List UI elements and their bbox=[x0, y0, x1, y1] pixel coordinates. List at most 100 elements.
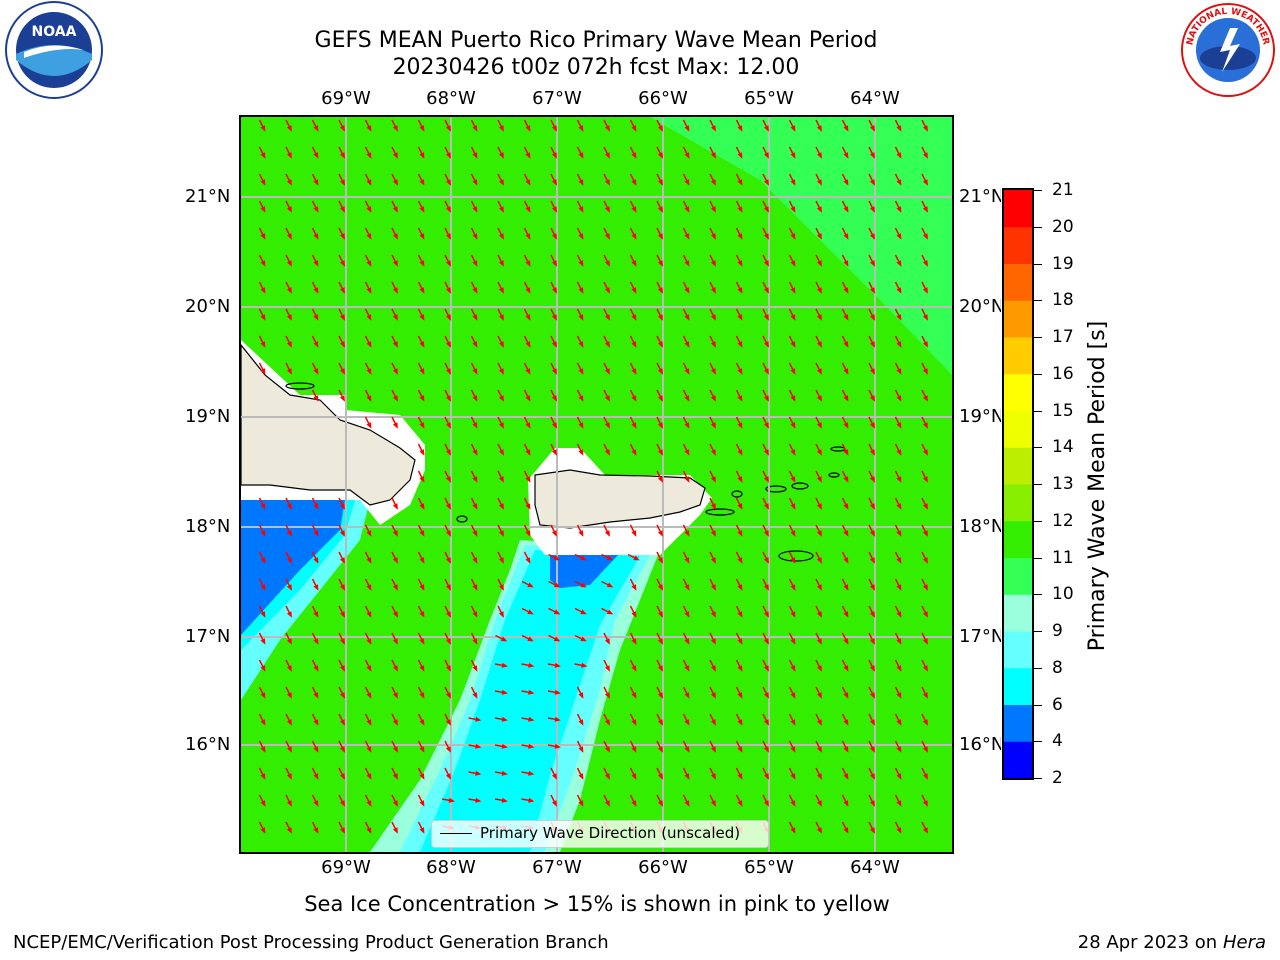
wave-direction-arrowhead bbox=[631, 800, 637, 807]
wave-direction-arrowhead bbox=[684, 449, 690, 456]
wave-direction-arrowhead bbox=[790, 584, 796, 591]
wave-direction-arrowhead bbox=[684, 206, 690, 213]
wave-direction-arrowhead bbox=[366, 827, 372, 834]
wave-direction-arrowhead bbox=[816, 395, 822, 402]
wave-direction-arrowhead bbox=[896, 611, 902, 618]
wave-direction-arrowhead bbox=[392, 206, 398, 213]
wave-direction-arrowhead bbox=[631, 287, 637, 294]
wave-direction-arrowhead bbox=[843, 692, 849, 699]
wave-direction-arrowhead bbox=[260, 260, 266, 267]
wave-direction-arrowhead bbox=[710, 233, 716, 240]
wave-direction-arrowhead bbox=[313, 557, 319, 564]
wave-direction-arrowhead bbox=[869, 206, 875, 213]
wave-direction-arrowhead bbox=[869, 314, 875, 321]
wave-direction-arrowhead bbox=[286, 152, 292, 159]
wave-direction-arrowhead bbox=[578, 206, 584, 213]
map-panel: Primary Wave Direction (unscaled) bbox=[239, 115, 954, 854]
lon-label-bottom: 64°W bbox=[850, 857, 900, 878]
lat-label-left: 18°N bbox=[185, 516, 231, 537]
wave-direction-arrowhead bbox=[553, 636, 561, 642]
wave-direction-arrowhead bbox=[392, 692, 398, 699]
colorbar-tick bbox=[1034, 594, 1042, 596]
wave-direction-arrowhead bbox=[339, 368, 345, 375]
wave-direction-arrowhead bbox=[631, 260, 637, 267]
wave-direction-arrowhead bbox=[869, 557, 875, 564]
wave-direction-arrowhead bbox=[869, 395, 875, 402]
wave-direction-arrowhead bbox=[843, 422, 849, 429]
colorbar-segment bbox=[1004, 704, 1032, 742]
wave-direction-arrowhead bbox=[472, 638, 478, 645]
wave-direction-arrowhead bbox=[922, 287, 928, 294]
wave-direction-arrowhead bbox=[790, 476, 796, 483]
wave-direction-arrowhead bbox=[472, 152, 478, 159]
wave-direction-arrowhead bbox=[763, 125, 769, 132]
wave-direction-arrowhead bbox=[790, 530, 796, 537]
wave-direction-arrowhead bbox=[869, 800, 875, 807]
lat-label-left: 17°N bbox=[185, 626, 231, 647]
wave-direction-arrowhead bbox=[445, 773, 451, 780]
wave-direction-arrowhead bbox=[392, 719, 398, 726]
wave-direction-arrowhead bbox=[366, 287, 372, 294]
wave-direction-arrowhead bbox=[339, 341, 345, 348]
wave-direction-arrowhead bbox=[816, 557, 822, 564]
wave-direction-arrowhead bbox=[498, 449, 504, 456]
wave-direction-arrowhead bbox=[710, 314, 716, 321]
wave-direction-arrowhead bbox=[684, 638, 690, 645]
wave-direction-arrowhead bbox=[551, 341, 557, 348]
wave-direction-arrowhead bbox=[896, 638, 902, 645]
wave-direction-arrowhead bbox=[684, 152, 690, 159]
wave-direction-arrowhead bbox=[525, 152, 531, 159]
wave-direction-arrowhead bbox=[737, 584, 743, 591]
wave-direction-arrowhead bbox=[657, 260, 663, 267]
wave-direction-arrowhead bbox=[604, 395, 610, 402]
wave-direction-arrowhead bbox=[604, 746, 610, 753]
wave-direction-arrowhead bbox=[631, 773, 637, 780]
wave-direction-arrowhead bbox=[339, 395, 345, 402]
colorbar-tick bbox=[1034, 484, 1042, 485]
wave-direction-arrowhead bbox=[684, 125, 690, 132]
wave-direction-arrowhead bbox=[843, 476, 849, 483]
wave-direction-arrowhead bbox=[445, 476, 451, 483]
wave-direction-arrowhead bbox=[313, 179, 319, 186]
wave-direction-arrowhead bbox=[737, 692, 743, 699]
wave-direction-arrowhead bbox=[525, 179, 531, 186]
wave-direction-arrowhead bbox=[710, 692, 716, 699]
blue-region-west bbox=[241, 500, 345, 635]
wave-direction-arrowhead bbox=[763, 314, 769, 321]
wave-direction-arrowhead bbox=[578, 692, 584, 699]
wave-direction-arrowhead bbox=[339, 287, 345, 294]
wave-direction-arrowhead bbox=[525, 260, 531, 267]
wave-direction-arrowhead bbox=[896, 341, 902, 348]
wave-direction-arrowhead bbox=[578, 530, 584, 537]
wave-direction-arrowhead bbox=[631, 611, 637, 618]
wave-direction-arrowhead bbox=[737, 449, 743, 456]
wave-direction-arrowhead bbox=[339, 638, 345, 645]
wave-direction-arrowhead bbox=[869, 773, 875, 780]
wave-direction-arrowhead bbox=[896, 827, 902, 834]
wave-direction-arrowhead bbox=[445, 584, 451, 591]
wave-direction-arrowhead bbox=[525, 503, 531, 510]
lon-label-bottom: 68°W bbox=[426, 857, 476, 878]
wave-direction-arrowhead bbox=[710, 584, 716, 591]
wave-direction-arrowhead bbox=[366, 260, 372, 267]
wave-direction-arrowhead bbox=[684, 530, 690, 537]
wave-direction-arrowhead bbox=[657, 773, 663, 780]
wave-direction-arrowhead bbox=[313, 287, 319, 294]
wave-direction-arrowhead bbox=[816, 314, 822, 321]
wave-direction-arrowhead bbox=[896, 233, 902, 240]
lat-label-right: 21°N bbox=[959, 187, 1001, 207]
wave-direction-arrowhead bbox=[710, 557, 716, 564]
colorbar-tick-label: 8 bbox=[1052, 657, 1063, 678]
wave-direction-arrowhead bbox=[896, 665, 902, 672]
wave-direction-arrowhead bbox=[260, 557, 266, 564]
wave-direction-arrowhead bbox=[498, 557, 504, 564]
wave-direction-arrowhead bbox=[657, 233, 663, 240]
wave-direction-arrowhead bbox=[286, 719, 292, 726]
wave-direction-arrowhead bbox=[843, 179, 849, 186]
wave-direction-arrowhead bbox=[604, 125, 610, 132]
wave-direction-arrowhead bbox=[869, 611, 875, 618]
wave-direction-arrowhead bbox=[419, 530, 425, 537]
wave-direction-arrowhead bbox=[580, 636, 587, 642]
wave-direction-arrowhead bbox=[843, 341, 849, 348]
wave-direction-arrowhead bbox=[313, 125, 319, 132]
